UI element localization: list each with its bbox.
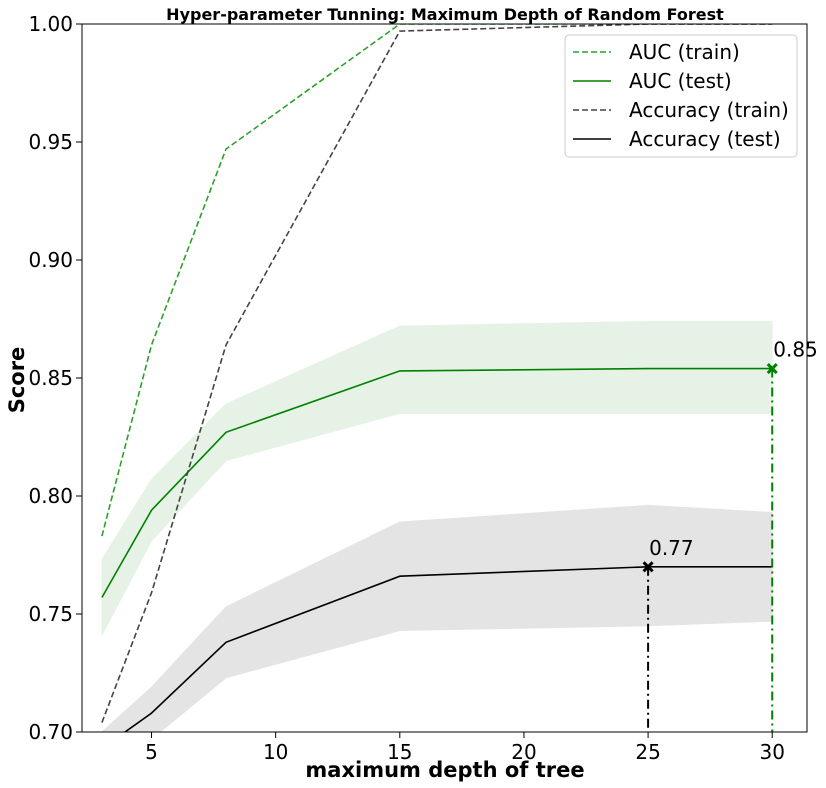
series-lines <box>101 24 773 732</box>
legend: AUC (train) AUC (test) Accuracy (train) Acc… <box>564 34 798 158</box>
x-tick-label: 15 <box>387 740 412 764</box>
legend-label-2: Accuracy (train) <box>629 98 789 122</box>
x-tick-label: 5 <box>145 740 158 764</box>
series-line-3 <box>123 565 773 732</box>
legend-label-3: Accuracy (test) <box>629 127 781 151</box>
annotations: 0.85 0.77 <box>642 338 818 732</box>
annotation-marker-0 <box>766 362 778 375</box>
x-tick-label: 30 <box>760 740 785 764</box>
x-tick-label: 10 <box>263 740 288 764</box>
y-tick-label: 0.90 <box>28 248 73 272</box>
annotation-label-1: 0.77 <box>649 536 694 560</box>
x-tick-label: 20 <box>511 740 536 764</box>
annotation-marker-1 <box>642 561 654 573</box>
x-axis-ticks: 5 10 15 20 25 30 <box>145 732 785 764</box>
y-axis-ticks: 0.70 0.75 0.80 0.85 0.90 0.95 1.00 <box>28 12 82 744</box>
y-tick-label: 1.00 <box>28 12 73 36</box>
y-tick-label: 0.95 <box>28 130 73 154</box>
y-tick-label: 0.85 <box>28 366 73 390</box>
x-axis-label: maximum depth of tree <box>305 758 584 782</box>
legend-box <box>564 34 798 158</box>
annotation-label-0: 0.85 <box>773 338 818 362</box>
series-line-1 <box>101 367 773 598</box>
y-tick-label: 0.75 <box>28 602 73 626</box>
y-tick-label: 0.80 <box>28 484 73 508</box>
series-line-0 <box>101 24 773 537</box>
legend-label-1: AUC (test) <box>629 69 732 93</box>
y-tick-label: 0.70 <box>28 720 73 744</box>
chart-title: Hyper-parameter Tunning: Maximum Depth o… <box>166 5 724 24</box>
y-axis-label: Score <box>5 347 29 414</box>
x-tick-label: 25 <box>635 740 660 764</box>
legend-label-0: AUC (train) <box>629 40 740 64</box>
series-line-2 <box>101 24 773 723</box>
